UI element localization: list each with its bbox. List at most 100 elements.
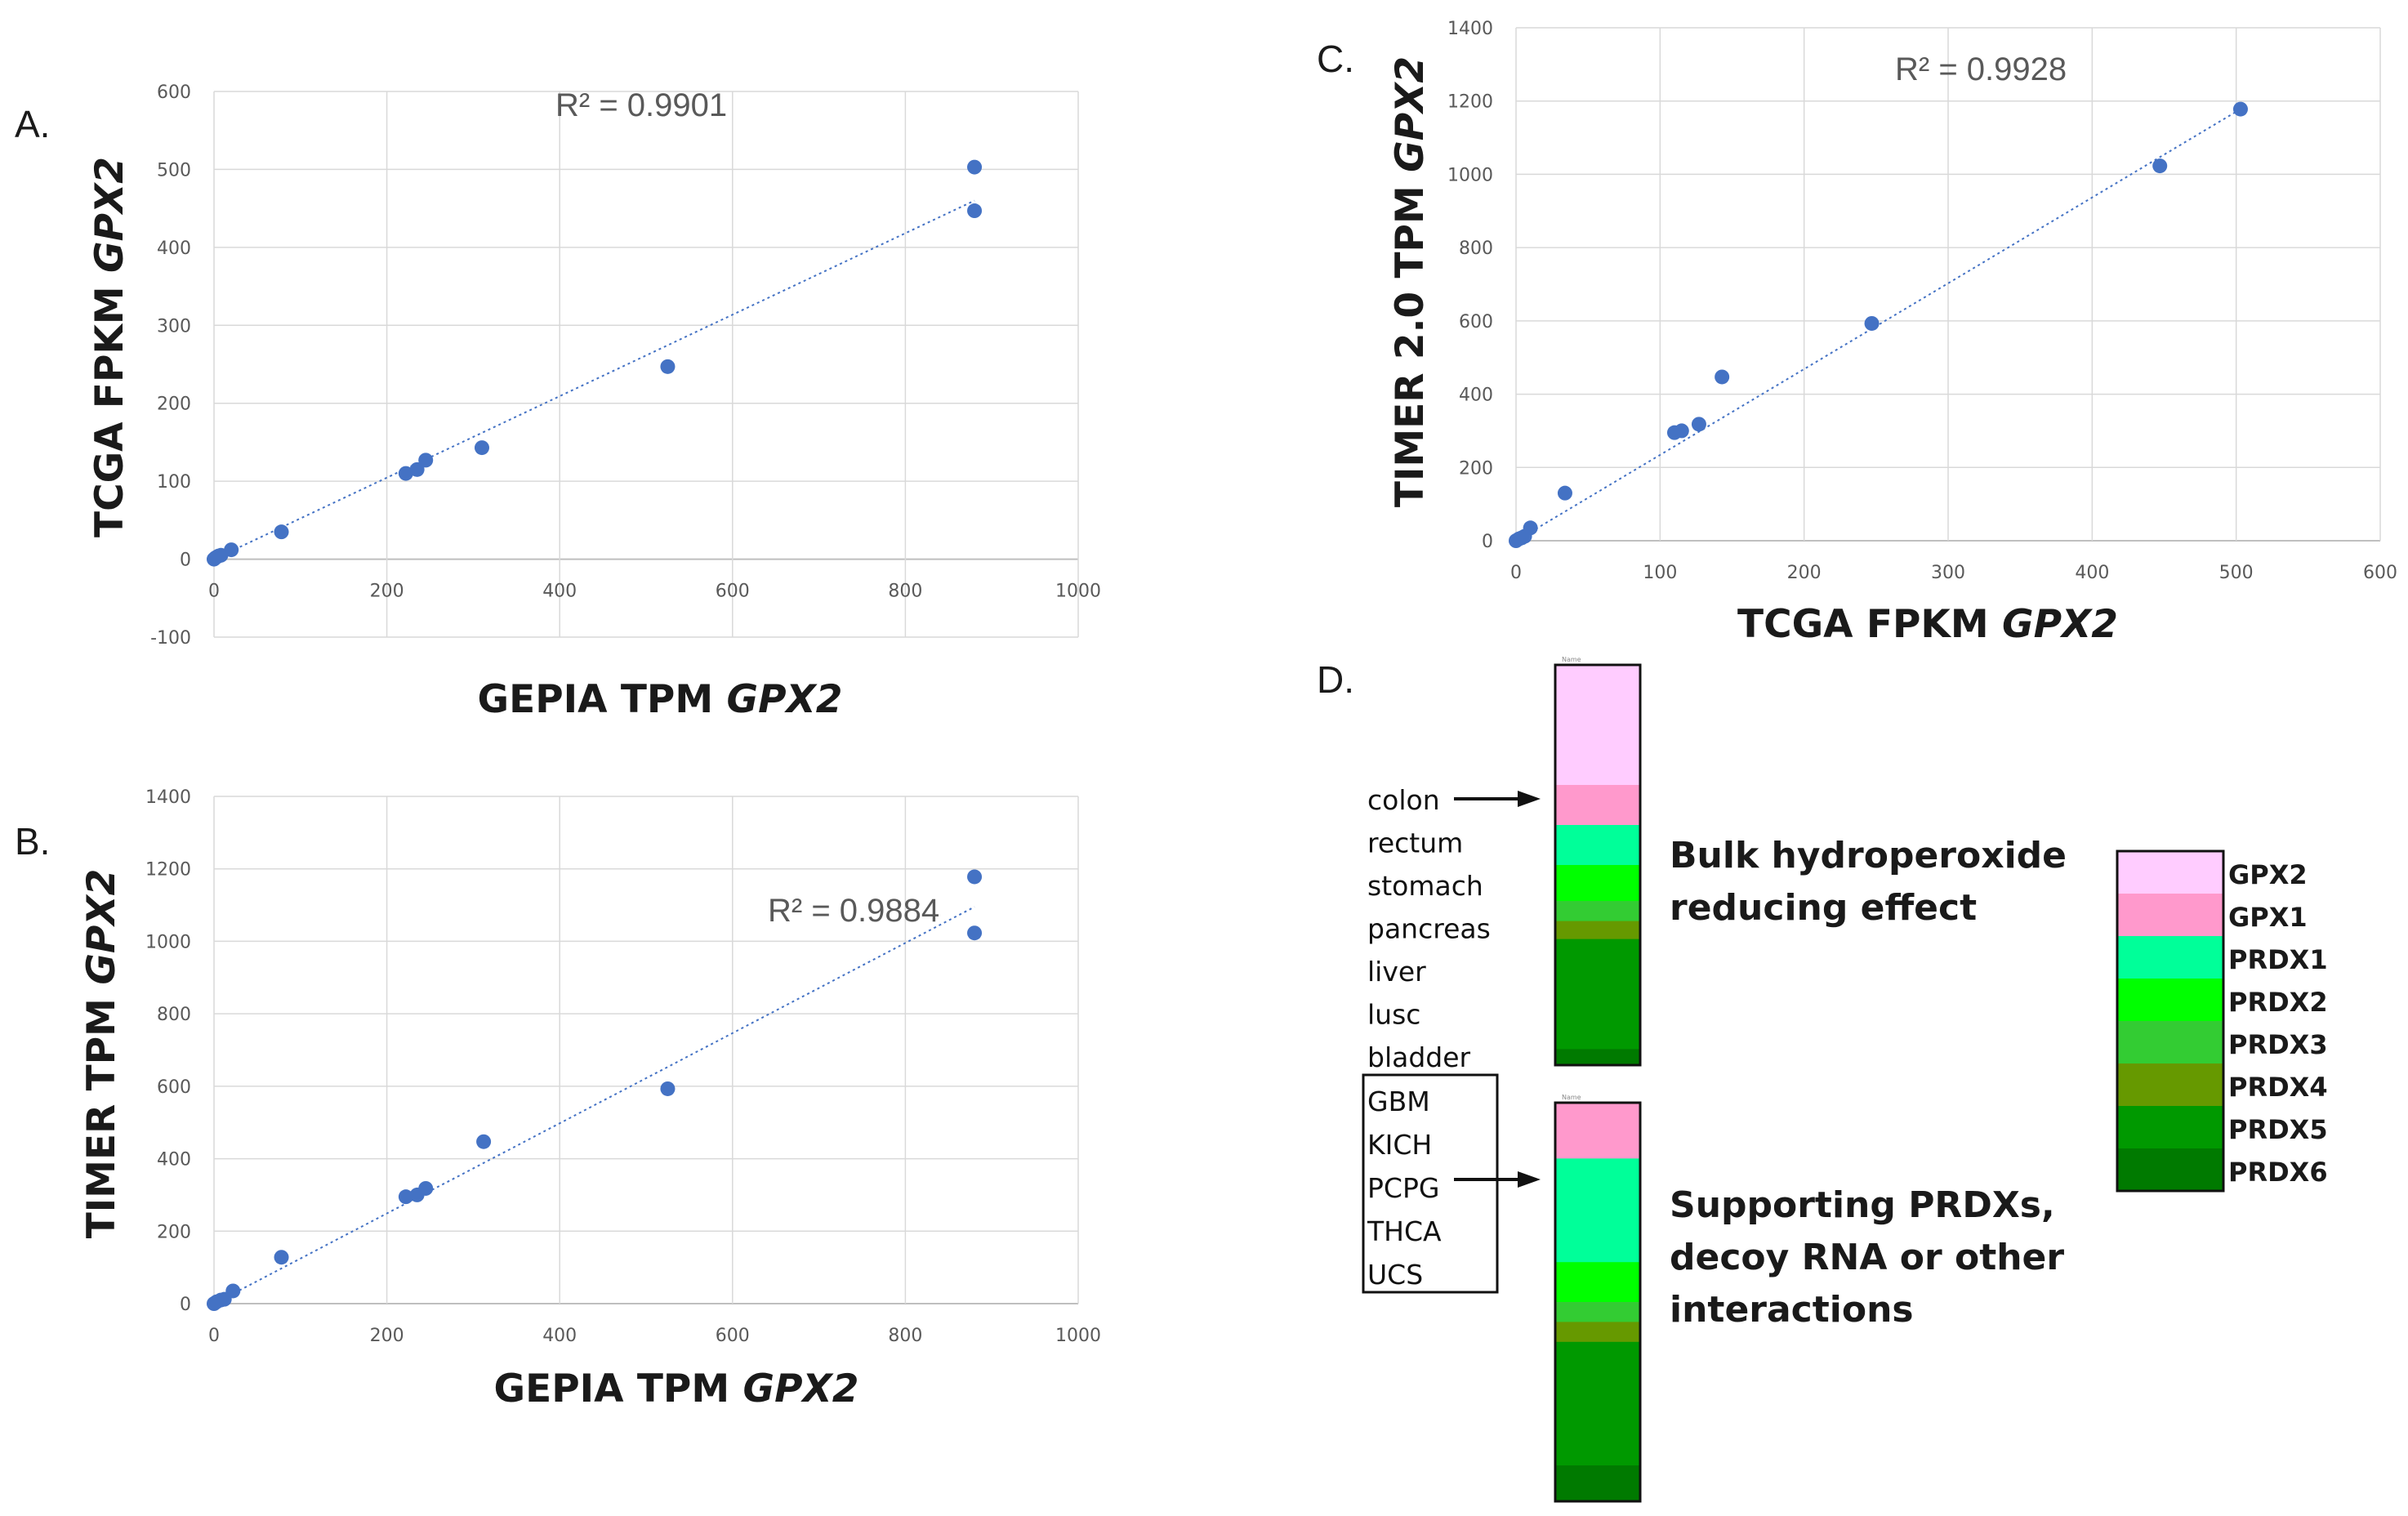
- y-axis-label-a-plain: TCGA FPKM: [87, 273, 132, 537]
- x-tick-label-b: 600: [716, 1326, 750, 1346]
- bar-segment-prdx5: [1555, 1341, 1640, 1466]
- scatter-chart-c: 0 100 200 300 400 500 600 0 200 400 600 800 1000 120…: [1388, 19, 2397, 647]
- y-axis-label-a: TCGA FPKM GPX2: [87, 157, 132, 537]
- legend-label-prdx6: PRDX6: [2228, 1157, 2328, 1188]
- data-point-c: [1864, 315, 1880, 331]
- y-tick-label-b: 600: [157, 1077, 191, 1098]
- y-tick-label-c: 600: [1459, 312, 1493, 332]
- y-tick-labels-c: 0 200 400 600 800 1000 1200 1400: [1447, 19, 1493, 552]
- y-tick-labels-b: 0 200 400 600 800 1000 1200 1400: [145, 787, 191, 1315]
- bar-segment-prdx2: [1555, 1262, 1640, 1303]
- x-tick-label-b: 200: [370, 1326, 404, 1346]
- x-tick-label-c: 0: [1510, 563, 1522, 583]
- tissue-label-boxed: UCS: [1367, 1259, 1423, 1291]
- tissue-label: rectum: [1367, 827, 1463, 859]
- data-point-b: [967, 925, 983, 941]
- data-point-a: [418, 453, 434, 468]
- y-tick-label-a: 200: [157, 395, 191, 415]
- x-axis-label-c: TCGA FPKM GPX2: [1737, 602, 2118, 647]
- y-tick-label-b: 0: [180, 1295, 191, 1315]
- tissue-label-boxed: KICH: [1367, 1129, 1432, 1161]
- bar-segment-gpx2: [1555, 665, 1640, 786]
- y-tick-label-c: 200: [1459, 458, 1493, 479]
- data-point-a: [660, 359, 676, 374]
- legend-swatch-prdx2: [2117, 979, 2223, 1022]
- x-tick-label-a: 0: [208, 582, 220, 602]
- x-axis-label-c-gene: GPX2: [2002, 602, 2118, 647]
- x-tick-label-b: 400: [542, 1326, 577, 1346]
- data-point-b: [418, 1180, 434, 1196]
- data-point-c: [1557, 485, 1572, 501]
- x-tick-labels-c: 0 100 200 300 400 500 600: [1510, 563, 2397, 583]
- data-point-c: [1715, 369, 1730, 385]
- legend-swatch-prdx5: [2117, 1106, 2223, 1149]
- data-point-c: [2232, 101, 2248, 117]
- x-tick-label-a: 800: [888, 582, 922, 602]
- stacked-bar-bottom-frame: [1554, 1101, 1642, 1503]
- data-points-c: [1509, 101, 2248, 548]
- y-axis-label-c-gene: GPX2: [1388, 56, 1433, 172]
- text-bottom-line-2: decoy RNA or other: [1670, 1237, 2064, 1278]
- legend-swatch-prdx6: [2117, 1148, 2223, 1192]
- data-point-b: [660, 1081, 676, 1096]
- x-tick-label-b: 1000: [1055, 1326, 1101, 1346]
- text-top-line-2: reducing effect: [1670, 887, 1977, 929]
- data-point-a: [967, 159, 983, 175]
- bar-segment-prdx4: [1555, 921, 1640, 940]
- panel-label-a: A.: [15, 103, 50, 145]
- y-axis-label-c: TIMER 2.0 TPM GPX2: [1388, 56, 1433, 507]
- tissue-label-boxed: PCPG: [1367, 1172, 1439, 1204]
- bar-segment-prdx4: [1555, 1322, 1640, 1343]
- x-axis-label-a: GEPIA TPM GPX2: [478, 677, 843, 722]
- y-axis-label-b: TIMER TPM GPX2: [79, 869, 124, 1239]
- y-axis-label-c-plain: TIMER 2.0 TPM: [1388, 172, 1433, 507]
- panel-label-d: D.: [1317, 658, 1354, 701]
- tissue-label-boxed: THCA: [1367, 1215, 1442, 1247]
- data-point-c: [1691, 417, 1706, 432]
- y-tick-label-c: 400: [1459, 386, 1493, 406]
- gene-color-legend: GPX2 GPX1 PRDX1 PRDX2 PRDX3 PRDX4 PRDX5 PRDX6: [2116, 849, 2328, 1193]
- y-axis-label-b-gene: GPX2: [79, 869, 124, 985]
- plot-area-b: [214, 796, 1078, 1304]
- r-squared-label-b: R² = 0.9884: [768, 893, 939, 929]
- gridlines-a: [213, 91, 1079, 638]
- tissue-label: stomach: [1367, 870, 1483, 902]
- x-axis-label-b-gene: GPX2: [743, 1367, 859, 1411]
- stacked-bar-top-frame: [1554, 663, 1642, 1067]
- x-tick-label-a: 400: [542, 582, 577, 602]
- data-point-a: [398, 466, 413, 481]
- x-axis-label-b: GEPIA TPM GPX2: [494, 1367, 859, 1411]
- x-tick-label-c: 400: [2075, 563, 2109, 583]
- data-point-b: [225, 1283, 241, 1299]
- data-points-a: [207, 159, 983, 567]
- legend-swatch-prdx1: [2117, 936, 2223, 979]
- x-axis-label-a-gene: GPX2: [727, 677, 843, 722]
- text-bottom-line-3: interactions: [1670, 1289, 1914, 1331]
- bar-segment-prdx5: [1555, 939, 1640, 1050]
- legend-swatch-gpx1: [2117, 894, 2223, 937]
- y-axis-label-b-plain: TIMER TPM: [79, 985, 124, 1239]
- y-tick-label-c: 1400: [1447, 19, 1493, 39]
- x-axis-label-c-plain: TCGA FPKM: [1737, 602, 2002, 647]
- data-point-a: [474, 440, 489, 456]
- y-tick-label-b: 1400: [145, 787, 191, 808]
- x-tick-label-c: 200: [1787, 563, 1822, 583]
- scatter-chart-b: 0 200 400 600 800 1000 0 200 400 600 800 1000 1200 1…: [79, 787, 1101, 1411]
- bar-segment-gpx1: [1555, 1103, 1640, 1159]
- data-point-a: [224, 542, 239, 558]
- x-tick-label-c: 100: [1643, 563, 1677, 583]
- y-tick-label-a: 500: [157, 160, 191, 181]
- tissue-label-boxed: GBM: [1367, 1086, 1430, 1117]
- bar-segment-prdx6: [1555, 1049, 1640, 1066]
- x-tick-label-b: 0: [208, 1326, 220, 1346]
- legend-swatch-gpx2: [2117, 851, 2223, 894]
- bar-segment-prdx3: [1555, 901, 1640, 922]
- plot-area-a: [214, 91, 1078, 637]
- y-tick-label-c: 0: [1482, 532, 1493, 552]
- bar-segment-prdx1: [1555, 1158, 1640, 1263]
- gridlines-b: [213, 796, 1079, 1304]
- gridlines-c: [1515, 27, 2381, 542]
- data-point-a: [967, 203, 983, 219]
- r-squared-label-a: R² = 0.9901: [555, 87, 727, 123]
